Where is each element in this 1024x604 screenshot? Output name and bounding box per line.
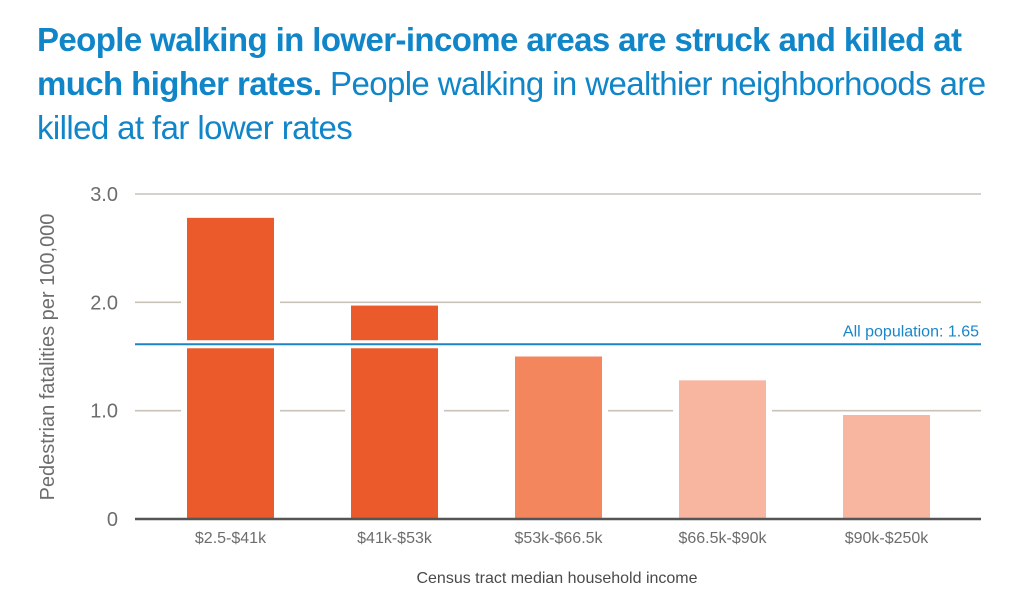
bar [843,415,930,519]
bar [187,217,274,520]
y-tick-label: 1.0 [90,401,118,423]
x-tick-label: $2.5-$41k [195,530,267,547]
x-tick-label: $53k-$66.5k [514,530,603,547]
bar [515,356,602,519]
chart-title-bold: People walking in lower-income areas are… [37,21,962,102]
bar [679,380,766,519]
bars [187,217,930,520]
y-axis-label: Pedestrian fatalities per 100,000 [37,214,59,501]
y-tick-label: 0 [107,509,118,531]
gridlines [135,193,981,412]
bar [351,305,438,519]
chart-title-subtitle: People walking in wealthier neighborhood… [37,65,986,146]
x-tick-label: $66.5k-$90k [678,530,767,547]
y-tick-label: 2.0 [90,292,118,314]
reference-line-label: All population: 1.65 [843,323,979,340]
x-axis-label: Census tract median household income [416,570,697,587]
x-tick-label: $90k-$250k [845,530,930,547]
x-tick-label: $41k-$53k [357,530,433,547]
y-tick-label: 3.0 [90,184,118,206]
axes: 0 1.0 2.0 3.0 $2.5-$41k $41k-$53k $53k-$66.5k $… [90,184,981,547]
reference-line-group: All population: 1.65 [135,323,981,349]
chart-title: People walking in lower-income areas are… [37,18,1007,150]
